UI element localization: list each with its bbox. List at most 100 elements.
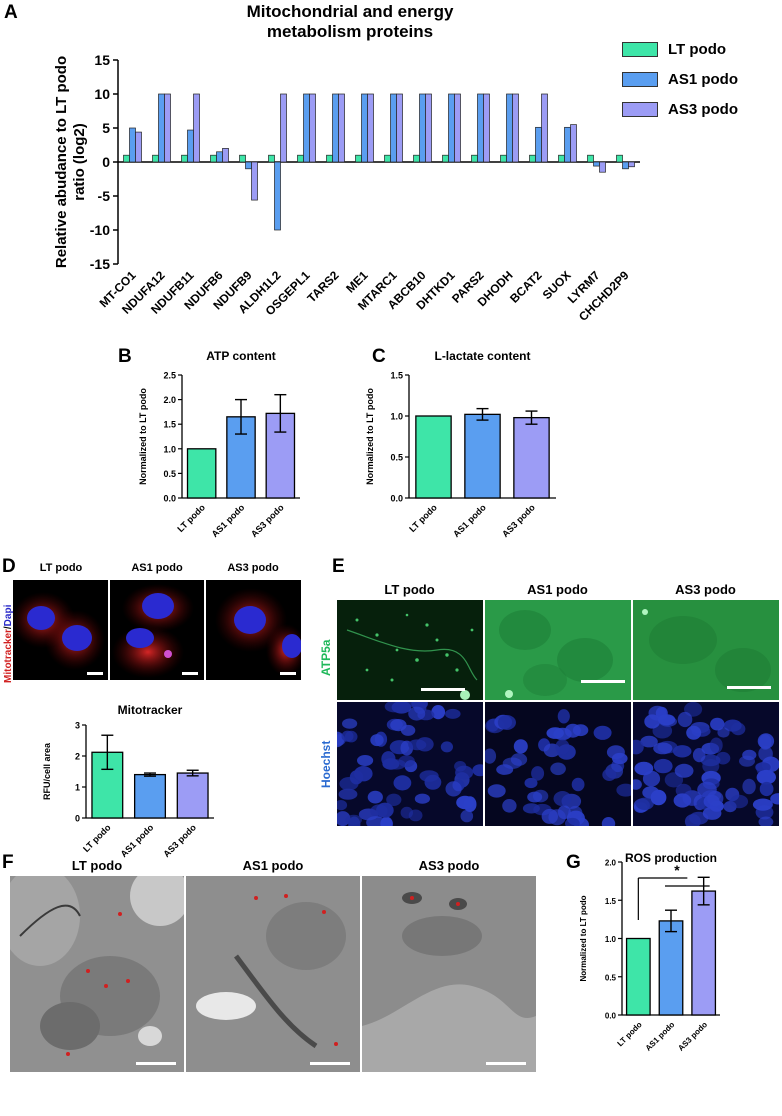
panel-e-label-lt: LT podo <box>384 582 435 597</box>
y-tick-label: 2 <box>75 752 80 762</box>
bar-ndufb9-as3-podo <box>251 161 258 201</box>
bar-me1-as3-podo <box>367 93 374 163</box>
bar-pars2-as1-podo <box>477 93 484 163</box>
bar-aldh1l2-as3-podo <box>280 93 287 163</box>
panel-a-title-line1: Mitochondrial and energy <box>246 2 454 21</box>
micrograph-e-hoechst-as3 <box>633 702 779 826</box>
bar-ndufb9-lt-podo <box>239 154 246 163</box>
y-tick-label: 1.0 <box>163 444 176 454</box>
chart-c-plot: L-lactate content 0.0 0.5 1.0 1.5 LT podo AS1 … <box>365 349 556 539</box>
scale-bar <box>421 688 465 691</box>
y-tick-label: 2.0 <box>163 395 176 405</box>
y-tick-label: -15 <box>90 256 110 272</box>
bar-mt-co1-as3-podo <box>135 131 142 163</box>
y-tick-label: 0.0 <box>163 494 176 504</box>
y-axis-label: RFU/cell area <box>42 742 52 800</box>
x-tick-label: DHTKD1 <box>413 268 458 313</box>
bar-tars2-as1-podo <box>332 93 339 163</box>
bar-lt-podo <box>415 415 452 499</box>
y-tick-label: 1.0 <box>605 935 617 944</box>
y-tick-label: 0 <box>75 814 80 824</box>
micrograph-e-atp5a-as1 <box>485 600 631 700</box>
bar-pars2-as3-podo <box>483 93 490 163</box>
legend-item-as3: AS3 podo <box>622 94 738 124</box>
panel-a-title-line2: metabolism proteins <box>266 22 434 41</box>
y-tick-label: 0.5 <box>390 453 403 463</box>
panel-letter-g: G <box>566 852 581 873</box>
x-tick-label: MT-CO1 <box>97 268 139 310</box>
x-tick-label: AS3 podo <box>676 1020 709 1053</box>
bar-bcat2-as1-podo <box>535 126 542 163</box>
bar-as3-podo <box>176 772 209 819</box>
y-axis-label: Relative abudance to LT podoratio (log2) <box>53 56 88 268</box>
bar-tars2-lt-podo <box>326 154 333 163</box>
chart-title: ATP content <box>206 349 276 363</box>
y-tick-label: -5 <box>98 188 111 204</box>
bar-mt-co1-as1-podo <box>129 127 136 163</box>
bar-ndufb11-as1-podo <box>187 129 194 163</box>
chart-d-plot: Mitotracker 0 1 2 3 LT podo AS1 podo AS3 podo RF… <box>42 703 214 859</box>
bar-lt-podo <box>186 448 217 499</box>
panel-a-title: Mitochondrial and energy metabolism prot… <box>180 2 520 42</box>
x-tick-label: DHODH <box>475 268 516 309</box>
y-tick-label: 0.0 <box>390 494 403 504</box>
bar-dhtkd1-lt-podo <box>442 154 449 163</box>
x-tick-label: MTARC1 <box>355 268 400 313</box>
x-tick-label: AS1 podo <box>119 822 156 859</box>
y-axis-label: Normalized to LT podo <box>138 388 148 485</box>
bar-pars2-lt-podo <box>471 154 478 163</box>
bar-ndufb6-as3-podo <box>222 148 229 163</box>
panel-e-label-as3: AS3 podo <box>675 582 736 597</box>
scale-bar <box>280 672 296 675</box>
panel-letter-b: B <box>118 346 132 367</box>
chart-title: ROS production <box>625 851 717 865</box>
bar-dhtkd1-as3-podo <box>454 93 461 163</box>
panel-f-label-as1: AS1 podo <box>242 858 304 873</box>
em-image-lt <box>10 876 184 1072</box>
bar-osgepl1-lt-podo <box>297 154 304 163</box>
bar-suox-lt-podo <box>558 154 565 163</box>
panel-e-row-label-hoechst: Hoechst <box>319 740 333 788</box>
em-image-as3 <box>362 876 536 1072</box>
bar-dhtkd1-as1-podo <box>448 93 455 163</box>
scale-bar <box>310 1062 350 1065</box>
bar-as1-podo <box>226 416 256 499</box>
y-tick-label: 1 <box>75 783 80 793</box>
bar-suox-as3-podo <box>570 124 577 163</box>
micrograph-e-atp5a-lt <box>337 600 483 700</box>
em-image-as1 <box>186 876 360 1072</box>
bar-lyrm7-lt-podo <box>587 154 594 163</box>
y-tick-label: 15 <box>94 52 110 68</box>
bar-me1-as1-podo <box>361 93 368 163</box>
bar-ndufb6-lt-podo <box>210 154 217 163</box>
y-tick-label: 0.5 <box>163 469 176 479</box>
bar-chchd2p9-as3-podo <box>628 161 635 168</box>
micrograph-e-hoechst-as1 <box>485 702 631 826</box>
panel-letter-e: E <box>332 556 345 577</box>
panel-letter-f: F <box>2 852 14 873</box>
x-tick-label: AS3 podo <box>249 502 286 539</box>
bar-as3-podo <box>513 416 550 499</box>
scale-bar <box>727 686 771 689</box>
bar-as3-podo <box>265 412 296 499</box>
chart-title: L-lactate content <box>434 349 530 363</box>
bar-ndufb11-lt-podo <box>181 154 188 163</box>
x-tick-label: AS1 podo <box>644 1020 677 1053</box>
x-tick-label: NDUFB11 <box>148 268 197 317</box>
bar-abcb10-as3-podo <box>425 93 432 163</box>
y-tick-label: -10 <box>90 222 110 238</box>
bar-me1-lt-podo <box>355 154 362 163</box>
bar-as1-podo <box>133 773 167 819</box>
y-tick-label: 0.0 <box>605 1012 617 1021</box>
y-tick-label: 5 <box>102 120 110 136</box>
bar-mtarc1-as1-podo <box>390 93 397 163</box>
y-tick-label: 1.5 <box>390 371 403 381</box>
y-axis-label: Normalized to LT podo <box>579 895 588 981</box>
x-tick-label: AS1 podo <box>451 502 488 539</box>
bar-chchd2p9-lt-podo <box>616 154 623 163</box>
bar-tars2-as3-podo <box>338 93 345 163</box>
scale-bar <box>581 680 625 683</box>
bar-as3-podo <box>691 890 717 1016</box>
bar-ndufb6-as1-podo <box>216 151 223 163</box>
x-tick-label: NDUFA12 <box>119 268 168 317</box>
